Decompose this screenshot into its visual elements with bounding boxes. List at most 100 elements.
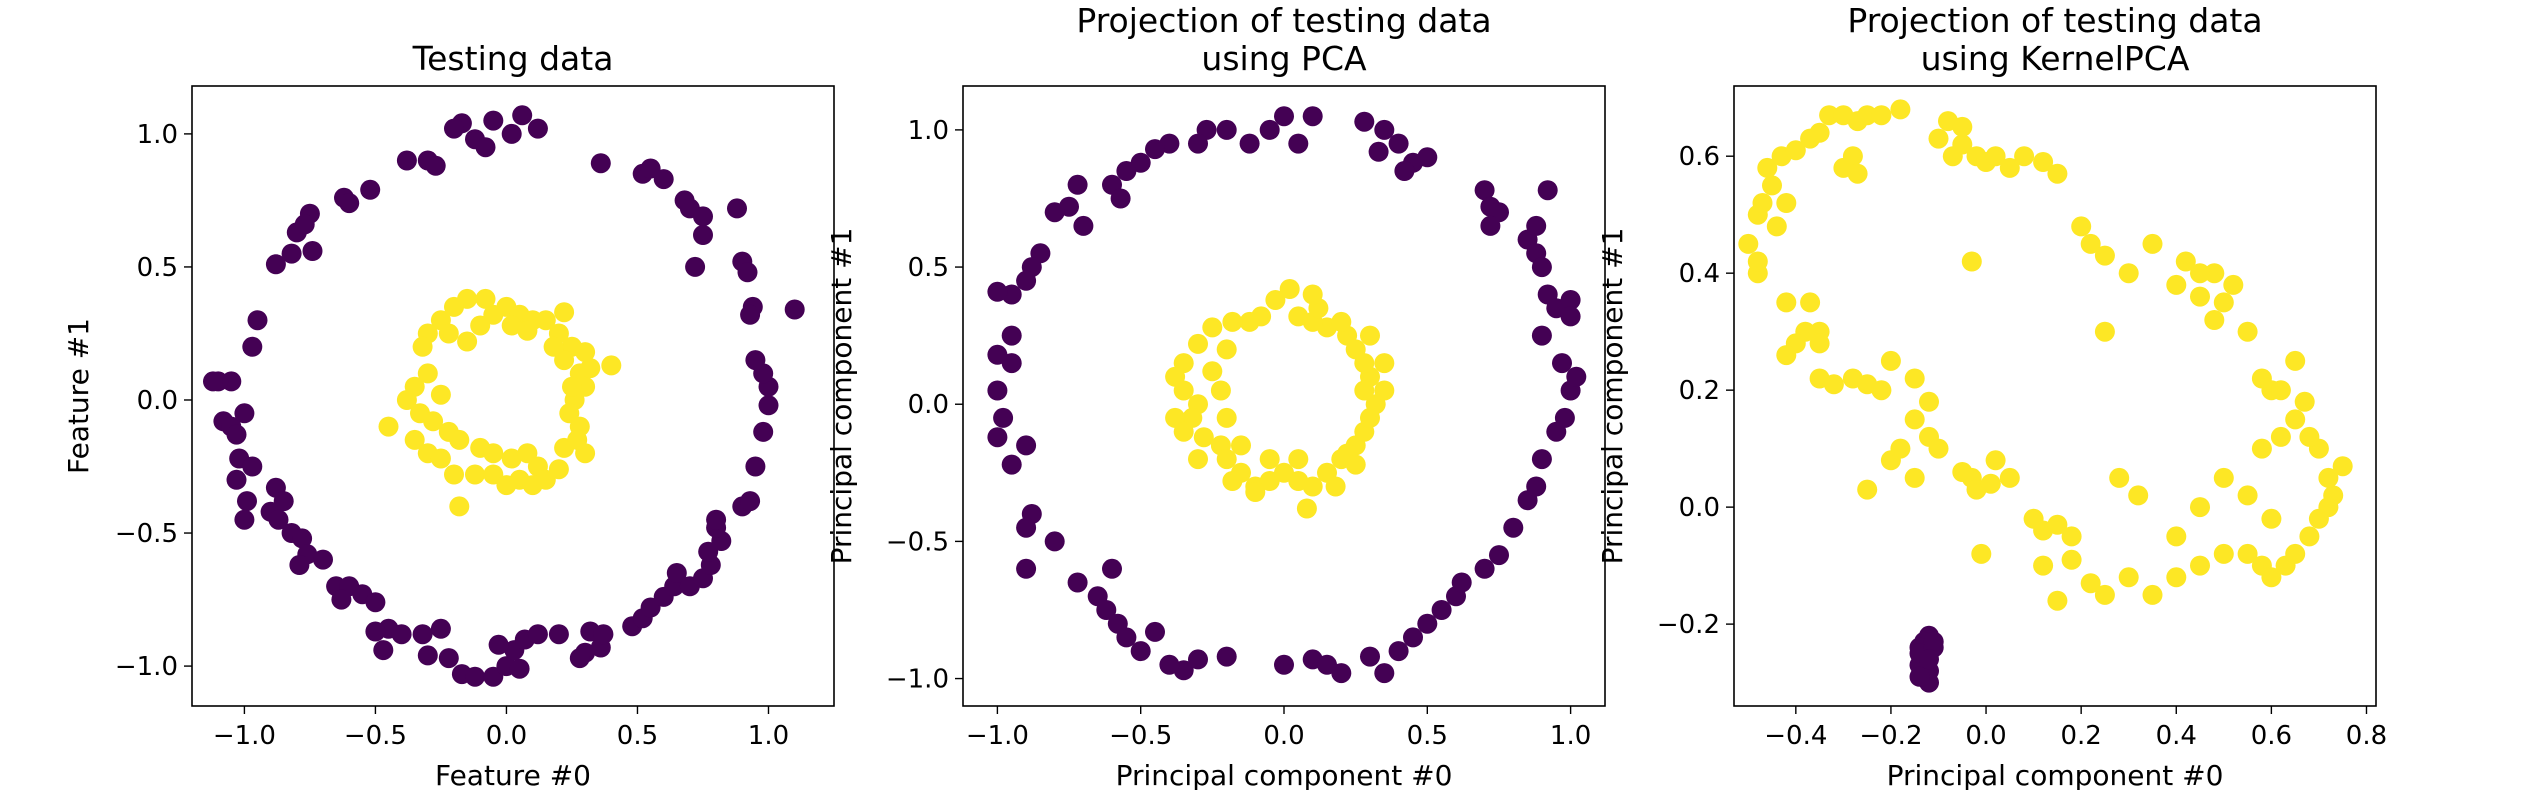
scatter-point: [2318, 467, 2339, 488]
scatter-point: [2166, 274, 2187, 295]
scatter-point: [1747, 251, 1768, 272]
scatter-point: [2061, 549, 2082, 570]
y-tick-label: 0.6: [1679, 142, 1720, 172]
scatter-point: [1274, 106, 1294, 127]
scatter-point: [1480, 215, 1501, 236]
scatter-point: [417, 363, 438, 384]
scatter-point: [509, 658, 530, 679]
scatter-point: [1985, 450, 2006, 471]
scatter-point: [2080, 573, 2101, 594]
scatter-point: [1809, 122, 1830, 143]
scatter-point: [501, 123, 522, 144]
scatter-point: [1871, 105, 1892, 126]
scatter-point: [1923, 631, 1944, 652]
scatter-point: [2204, 310, 2225, 330]
scatter-point: [1102, 558, 1122, 579]
scatter-point: [1259, 119, 1280, 140]
scatter-point: [1904, 409, 1925, 430]
scatter-point: [2118, 263, 2139, 284]
x-tick-label: 0.4: [2156, 721, 2197, 751]
scatter-point: [1776, 345, 1797, 366]
scatter-point: [693, 206, 713, 227]
y-tick-label: 0.0: [1679, 493, 1720, 523]
scatter-point: [548, 624, 569, 645]
scatter-point: [1096, 600, 1117, 620]
scatter-point: [1016, 517, 1037, 538]
scatter-point: [391, 624, 412, 645]
scatter-point: [313, 549, 333, 570]
scatter-point: [2237, 485, 2258, 506]
scatter-point: [265, 254, 286, 275]
scatter-point: [2190, 286, 2210, 307]
x-tick-label: −0.4: [1764, 721, 1827, 751]
scatter-point: [1274, 654, 1294, 675]
scatter-point: [1909, 666, 1930, 687]
scatter-point: [1325, 476, 1346, 497]
scatter-point: [1785, 140, 1806, 161]
scatter-point: [2237, 543, 2258, 564]
scatter-point: [1752, 193, 1773, 213]
scatter-point: [2080, 233, 2101, 254]
scatter-point: [1952, 116, 1973, 137]
scatter-point: [2190, 497, 2210, 518]
scatter-point: [1904, 368, 1925, 389]
y-axis-label: Feature #1: [62, 318, 95, 474]
scatter-point: [396, 390, 417, 410]
scatter-point: [412, 336, 433, 357]
scatter-point: [1016, 270, 1037, 291]
y-tick-label: 0.2: [1679, 376, 1720, 406]
y-tick-label: −1.0: [115, 652, 178, 682]
scatter-point: [2094, 321, 2115, 342]
scatter-point: [527, 118, 548, 139]
scatter-point: [666, 563, 687, 583]
scatter-point: [1016, 558, 1037, 579]
x-tick-label: 0.2: [2060, 721, 2101, 751]
scatter-point: [1766, 216, 1787, 237]
scatter-point: [2251, 368, 2272, 389]
scatter-point: [987, 380, 1008, 401]
y-tick-label: 1.0: [137, 120, 178, 150]
scatter-point: [2142, 233, 2163, 254]
x-tick-label: 0.0: [1263, 721, 1304, 751]
scatter-point: [590, 153, 611, 174]
scatter-point: [292, 528, 313, 549]
scatter-point: [2047, 590, 2068, 611]
scatter-point: [1531, 325, 1552, 346]
scatter-point: [2294, 391, 2315, 412]
x-axis-label: Principal component #0: [1887, 759, 2224, 790]
scatter-point: [758, 395, 779, 416]
scatter-point: [438, 323, 459, 344]
scatter-point: [1288, 133, 1309, 154]
scatter-point: [1368, 141, 1389, 162]
scatter-point: [1403, 627, 1423, 648]
scatter-point: [1388, 641, 1409, 662]
scatter-point: [1202, 317, 1223, 338]
scatter-point: [1159, 654, 1180, 675]
scatter-point: [1216, 449, 1237, 470]
axes-frame: [191, 85, 835, 707]
scatter-point: [378, 416, 399, 437]
scatter-point: [1374, 380, 1395, 401]
scatter-point: [1554, 407, 1575, 428]
scatter-point: [2094, 245, 2115, 266]
scatter-point: [2285, 543, 2306, 564]
scatter-point: [1776, 193, 1797, 213]
x-tick-label: −1.0: [966, 721, 1029, 751]
scatter-point: [1016, 435, 1037, 456]
scatter-point: [1809, 333, 1830, 354]
scatter-point: [517, 320, 538, 341]
scatter-point: [203, 371, 223, 392]
scatter-point: [1216, 339, 1237, 360]
scatter-point: [993, 407, 1014, 428]
scatter-point: [1265, 290, 1286, 310]
chart-title-line: Projection of testing data: [1076, 1, 1491, 40]
scatter-point: [554, 302, 575, 323]
scatter-point: [365, 592, 386, 613]
scatter-point: [1173, 421, 1194, 442]
scatter-point: [501, 315, 522, 336]
scatter-point: [2204, 263, 2225, 284]
scatter-point: [430, 448, 451, 469]
scatter-point: [475, 288, 496, 309]
chart-title-line: using PCA: [1201, 39, 1367, 78]
